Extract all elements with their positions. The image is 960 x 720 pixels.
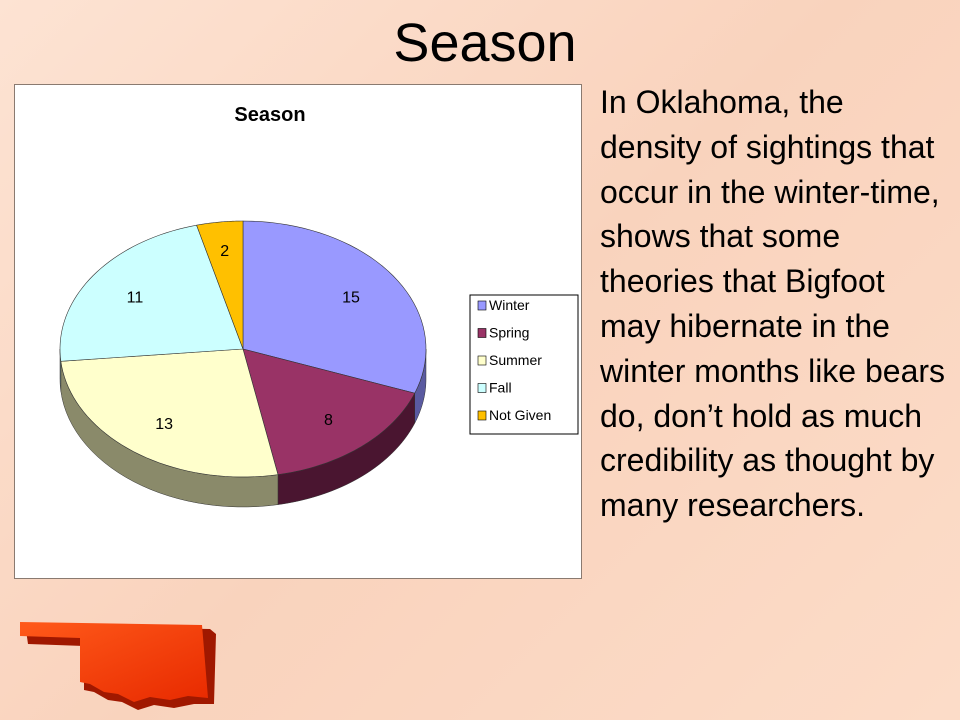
pie-slice-not-given: [196, 220, 244, 350]
legend-swatch: [477, 300, 487, 311]
pie-chart: Season 15 8 13 11 2 Winter Spring Summer Fall No…: [14, 84, 582, 579]
data-label: 15: [342, 289, 360, 306]
data-label: 11: [127, 289, 144, 306]
data-label: 13: [155, 416, 173, 433]
legend-entry: Spring: [489, 325, 529, 341]
legend-entry: Fall: [489, 380, 512, 396]
data-label: 2: [220, 243, 229, 260]
chart-legend: Winter Spring Summer Fall Not Given: [469, 294, 579, 435]
pie-slice-spring: [242, 348, 416, 475]
slide-title: Season: [393, 13, 577, 73]
legend-entry: Summer: [489, 352, 542, 368]
body-text: In Oklahoma, the density of sightings th…: [600, 84, 946, 524]
pie-chart-svg: Season 15 8 13 11 2 Winter Spring Summer Fall No…: [59, 104, 579, 508]
pie-slice-winter: [242, 220, 427, 394]
legend-entry: Winter: [489, 297, 530, 313]
oklahoma-map-icon: [20, 622, 216, 710]
legend-swatch: [477, 410, 487, 421]
pie-slice-summer: [60, 348, 279, 478]
chart-title: Season: [234, 104, 305, 126]
legend-entry: Not Given: [489, 407, 551, 423]
pie-slice-fall: [59, 224, 244, 362]
legend-swatch: [477, 383, 487, 393]
legend-swatch: [477, 328, 487, 338]
data-label: 8: [324, 412, 333, 429]
legend-swatch: [477, 355, 487, 366]
